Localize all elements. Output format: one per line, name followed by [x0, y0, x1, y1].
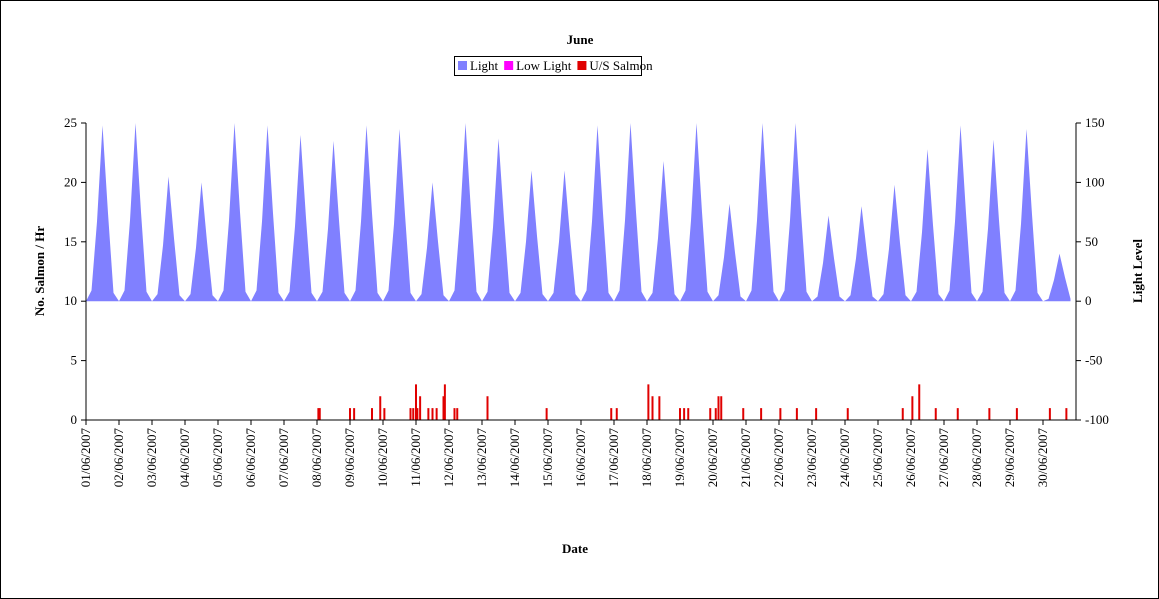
x-tick-label: 05/06/2007: [210, 428, 225, 488]
y-tick-label: 5: [71, 353, 78, 368]
y2-tick-label: 0: [1085, 293, 1092, 308]
x-tick-label: 26/06/2007: [903, 428, 918, 488]
x-tick-label: 16/06/2007: [573, 428, 588, 488]
x-tick-label: 12/06/2007: [441, 428, 456, 488]
x-tick-label: 03/06/2007: [144, 428, 159, 488]
y-axis-title: No. Salmon / Hr: [32, 226, 47, 317]
x-tick-label: 21/06/2007: [738, 428, 753, 488]
x-tick-label: 13/06/2007: [474, 428, 489, 488]
x-tick-label: 11/06/2007: [408, 428, 423, 487]
x-tick-label: 04/06/2007: [177, 428, 192, 488]
legend-box: [454, 56, 642, 76]
x-tick-label: 25/06/2007: [870, 428, 885, 488]
y2-tick-label: -50: [1085, 353, 1102, 368]
y2-tick-label: 150: [1085, 115, 1105, 130]
x-tick-label: 08/06/2007: [309, 428, 324, 488]
legend-swatch: [577, 61, 587, 70]
x-tick-label: 14/06/2007: [507, 428, 522, 488]
y-tick-label: 0: [71, 412, 78, 427]
x-axis-title: Date: [562, 541, 588, 556]
legend-swatch: [504, 61, 514, 70]
x-tick-label: 30/06/2007: [1035, 428, 1050, 488]
legend-label: Light: [470, 58, 499, 73]
x-tick-label: 02/06/2007: [111, 428, 126, 488]
x-tick-label: 17/06/2007: [606, 428, 621, 488]
y-tick-label: 15: [64, 234, 77, 249]
chart-title: June: [567, 32, 594, 47]
x-tick-label: 29/06/2007: [1002, 428, 1017, 488]
legend-label: Low Light: [516, 58, 572, 73]
x-tick-label: 10/06/2007: [375, 428, 390, 488]
x-tick-label: 07/06/2007: [276, 428, 291, 488]
x-tick-label: 18/06/2007: [639, 428, 654, 488]
y2-axis-title: Light Level: [1130, 239, 1145, 303]
x-tick-label: 27/06/2007: [936, 428, 951, 488]
x-tick-label: 01/06/2007: [78, 428, 93, 488]
x-tick-label: 22/06/2007: [771, 428, 786, 488]
legend-label: U/S Salmon: [589, 58, 653, 73]
y-tick-label: 25: [64, 115, 77, 130]
x-tick-label: 28/06/2007: [969, 428, 984, 488]
y2-tick-label: 100: [1085, 174, 1105, 189]
y2-tick-label: 50: [1085, 234, 1098, 249]
x-tick-label: 20/06/2007: [705, 428, 720, 488]
y2-tick-label: -100: [1085, 412, 1109, 427]
light-area: [86, 123, 1071, 302]
x-tick-label: 15/06/2007: [540, 428, 555, 488]
x-tick-label: 23/06/2007: [804, 428, 819, 488]
x-tick-label: 09/06/2007: [342, 428, 357, 488]
x-tick-label: 06/06/2007: [243, 428, 258, 488]
x-tick-label: 24/06/2007: [837, 428, 852, 488]
x-tick-label: 19/06/2007: [672, 428, 687, 488]
legend-swatch: [458, 61, 467, 70]
y-tick-label: 10: [64, 293, 77, 308]
y-tick-label: 20: [64, 174, 77, 189]
